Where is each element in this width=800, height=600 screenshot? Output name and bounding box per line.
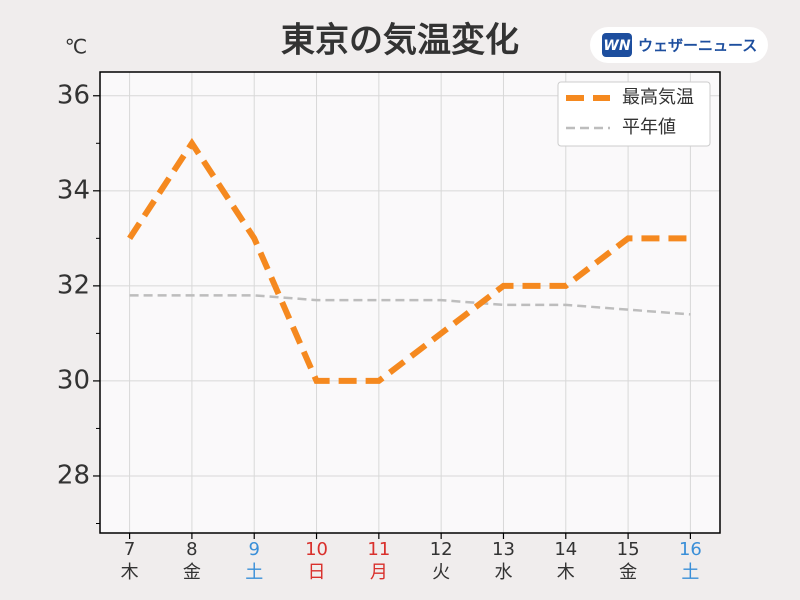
logo-mark-box xyxy=(602,33,632,57)
x-weekday-label: 火 xyxy=(432,562,450,583)
x-weekday-label: 月 xyxy=(370,562,388,583)
logo-mark: WN xyxy=(603,38,630,54)
x-weekday-label: 日 xyxy=(308,562,326,583)
x-tick-label: 12 xyxy=(430,539,453,560)
x-tick-label: 9 xyxy=(248,539,259,560)
x-tick-label: 16 xyxy=(679,539,702,560)
y-tick-label: 28 xyxy=(57,460,90,490)
y-tick-label: 36 xyxy=(57,80,90,110)
legend-label: 最高気温 xyxy=(622,87,694,108)
x-weekday-label: 土 xyxy=(245,562,263,583)
x-weekday-label: 土 xyxy=(681,562,699,583)
logo-box xyxy=(590,27,768,63)
y-tick-label: 34 xyxy=(57,175,90,205)
x-tick-label: 14 xyxy=(554,539,577,560)
x-tick-label: 13 xyxy=(492,539,515,560)
x-tick-label: 8 xyxy=(186,539,197,560)
y-tick-label: 32 xyxy=(57,270,90,300)
plot-area xyxy=(100,72,720,533)
logo-text: ウェザーニュース xyxy=(638,37,757,55)
series-line xyxy=(127,137,691,384)
lines xyxy=(127,137,691,384)
x-weekday-label: 金 xyxy=(619,562,637,583)
x-tick-label: 7 xyxy=(124,539,135,560)
series-line xyxy=(129,294,691,316)
y-tick-label: 30 xyxy=(57,365,90,395)
grid xyxy=(100,72,720,533)
chart-title: 東京の気温変化 xyxy=(281,21,519,61)
x-tick-label: 11 xyxy=(367,539,390,560)
x-weekday-label: 木 xyxy=(557,562,575,583)
legend-label: 平年値 xyxy=(622,117,676,138)
y-unit: ℃ xyxy=(65,35,87,59)
x-tick-label: 15 xyxy=(617,539,640,560)
x-weekday-label: 水 xyxy=(494,562,512,583)
x-tick-label: 10 xyxy=(305,539,328,560)
x-weekday-label: 金 xyxy=(183,562,201,583)
plot-frame xyxy=(99,71,721,534)
x-weekday-label: 木 xyxy=(121,562,139,583)
